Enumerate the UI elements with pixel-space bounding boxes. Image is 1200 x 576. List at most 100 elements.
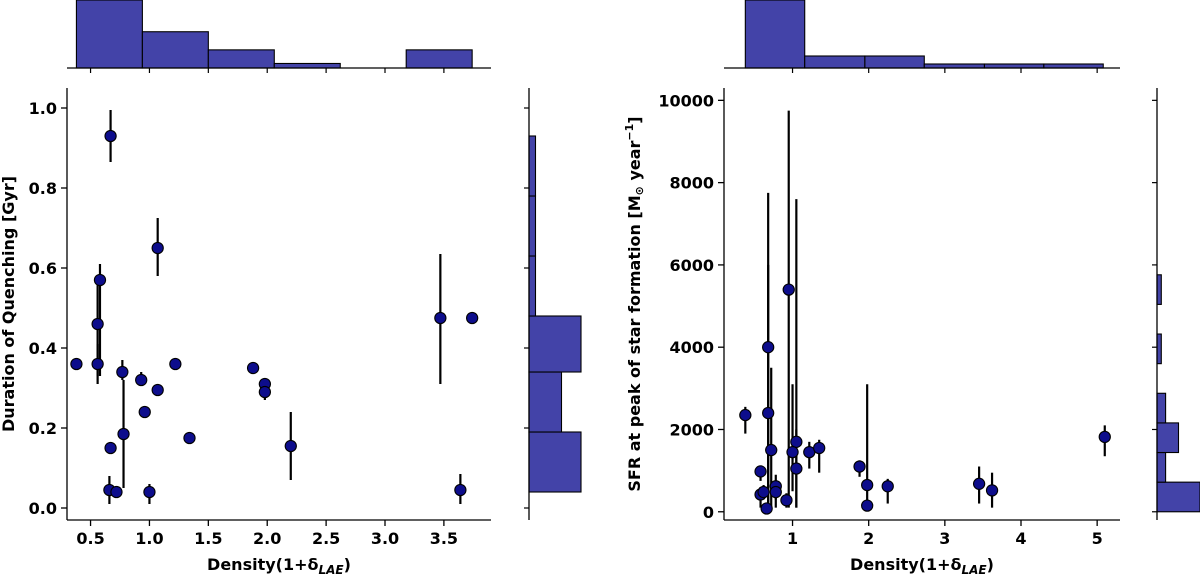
- data-point: [813, 441, 826, 455]
- data-point: [104, 441, 117, 455]
- data-point: [754, 465, 767, 478]
- data-point: [881, 480, 894, 493]
- data-point: [117, 427, 130, 441]
- data-point: [757, 485, 770, 499]
- x-tick-label: 5: [1092, 529, 1103, 548]
- data-point: [284, 439, 297, 453]
- data-point: [466, 311, 479, 325]
- left-joint-plot: 0.5 1.0 1.5 2.0 2.5 3.0 3.5 0.0 0.2 0.4 0.6 0.8 1.0 D…: [0, 0, 582, 576]
- x-axis-title: Density(1+δLAE): [207, 555, 351, 576]
- data-point: [143, 485, 156, 499]
- y-axis-title: SFR at peak of star formation [M⊙ year−1…: [623, 116, 646, 491]
- y-tick-label: 0.8: [29, 179, 57, 198]
- x-tick-label: 3: [939, 529, 950, 548]
- top-histogram-bar: [744, 0, 806, 69]
- data-point: [246, 361, 260, 375]
- y-tick-label: 10000: [658, 91, 714, 110]
- y-tick-label: 0.6: [29, 259, 57, 278]
- x-tick-label: 2: [863, 529, 874, 548]
- data-point: [853, 460, 866, 473]
- data-point: [91, 357, 104, 371]
- data-point: [70, 357, 83, 371]
- y-tick-label: 0.2: [29, 419, 57, 438]
- data-point: [169, 357, 182, 371]
- x-tick-label: 3.0: [371, 529, 399, 548]
- y-tick-label: 4000: [669, 338, 714, 357]
- x-axis-title-subscript: LAE: [319, 563, 345, 576]
- data-point: [739, 408, 752, 422]
- y-tick-label: 2000: [669, 420, 714, 439]
- data-point: [104, 129, 117, 143]
- top-histogram-bar: [75, 0, 143, 69]
- side-histogram-bar: [528, 315, 582, 373]
- top-histogram-bar: [207, 49, 275, 69]
- y-axis-title: Duration of Quenching [Gyr]: [0, 176, 18, 432]
- data-point: [258, 385, 272, 399]
- y-tick-label: 8000: [669, 174, 714, 193]
- x-axis-title: Density(1+δLAE): [850, 555, 994, 576]
- y-axis-title-close: ]: [625, 116, 644, 123]
- x-axis-title-subscript: LAE: [962, 563, 988, 576]
- x-axis-title-close: ): [344, 555, 351, 574]
- side-histogram-bar: [1156, 422, 1180, 454]
- side-histogram-bar: [1156, 481, 1200, 513]
- x-tick-label: 4: [1015, 529, 1026, 548]
- data-point: [93, 273, 107, 287]
- x-axis-title-close: ): [987, 555, 994, 574]
- top-histogram-bar: [864, 55, 925, 69]
- y-tick-label: 6000: [669, 256, 714, 275]
- side-histogram-bar: [528, 195, 537, 257]
- side-histogram-bar: [528, 371, 563, 433]
- top-histogram-bar: [804, 55, 866, 69]
- data-point: [786, 445, 799, 459]
- data-point: [1098, 430, 1111, 444]
- x-tick-label: 1: [787, 529, 798, 548]
- y-tick-label: 0: [703, 503, 714, 522]
- data-point: [151, 383, 164, 397]
- data-point: [183, 431, 196, 445]
- data-point: [790, 435, 803, 448]
- y-axis-title-superscript: −1: [623, 124, 636, 141]
- top-histogram-bar: [273, 62, 341, 69]
- x-axis-title-main: Density(1+δ: [850, 555, 961, 574]
- y-axis-title-sun-symbol: ⊙: [633, 186, 646, 195]
- data-point: [454, 483, 467, 497]
- data-point: [434, 311, 447, 325]
- x-tick-label: 2.5: [312, 529, 340, 548]
- data-point: [91, 317, 104, 331]
- data-point: [972, 477, 986, 490]
- side-histogram-bar: [528, 255, 537, 317]
- right-joint-plot: 1 2 3 4 5 0 2000 4000 6000 8000 10000 Density(1+δLA…: [623, 0, 1200, 576]
- y-tick-label: 0.4: [29, 339, 57, 358]
- data-point: [769, 485, 782, 499]
- data-point: [116, 365, 129, 379]
- data-point: [861, 478, 874, 492]
- data-point: [138, 405, 151, 419]
- x-tick-label: 1.0: [135, 529, 163, 548]
- x-tick-label: 0.5: [76, 529, 104, 548]
- y-axis-title-main: Duration of Quenching [Gyr]: [0, 176, 18, 432]
- top-histogram-bar: [405, 49, 473, 69]
- y-tick-label: 0.0: [29, 499, 57, 518]
- data-point: [861, 499, 874, 512]
- data-point: [780, 494, 793, 507]
- data-point: [135, 373, 148, 387]
- y-axis-title-unit: year: [625, 140, 644, 186]
- side-histogram-bar: [528, 135, 537, 197]
- data-point: [765, 443, 778, 457]
- data-point: [110, 485, 123, 499]
- x-tick-label: 2.0: [253, 529, 281, 548]
- top-histogram-bar: [141, 31, 209, 69]
- data-point: [760, 502, 773, 515]
- data-point: [790, 462, 803, 475]
- data-point: [782, 283, 795, 296]
- data-point: [762, 406, 775, 420]
- side-histogram-bar: [1156, 451, 1167, 483]
- x-tick-label: 3.5: [430, 529, 458, 548]
- y-tick-label: 1.0: [29, 99, 57, 118]
- y-axis-title-main: SFR at peak of star formation [M: [625, 195, 644, 491]
- data-point: [151, 241, 164, 255]
- data-point: [985, 484, 999, 497]
- x-tick-label: 1.5: [194, 529, 222, 548]
